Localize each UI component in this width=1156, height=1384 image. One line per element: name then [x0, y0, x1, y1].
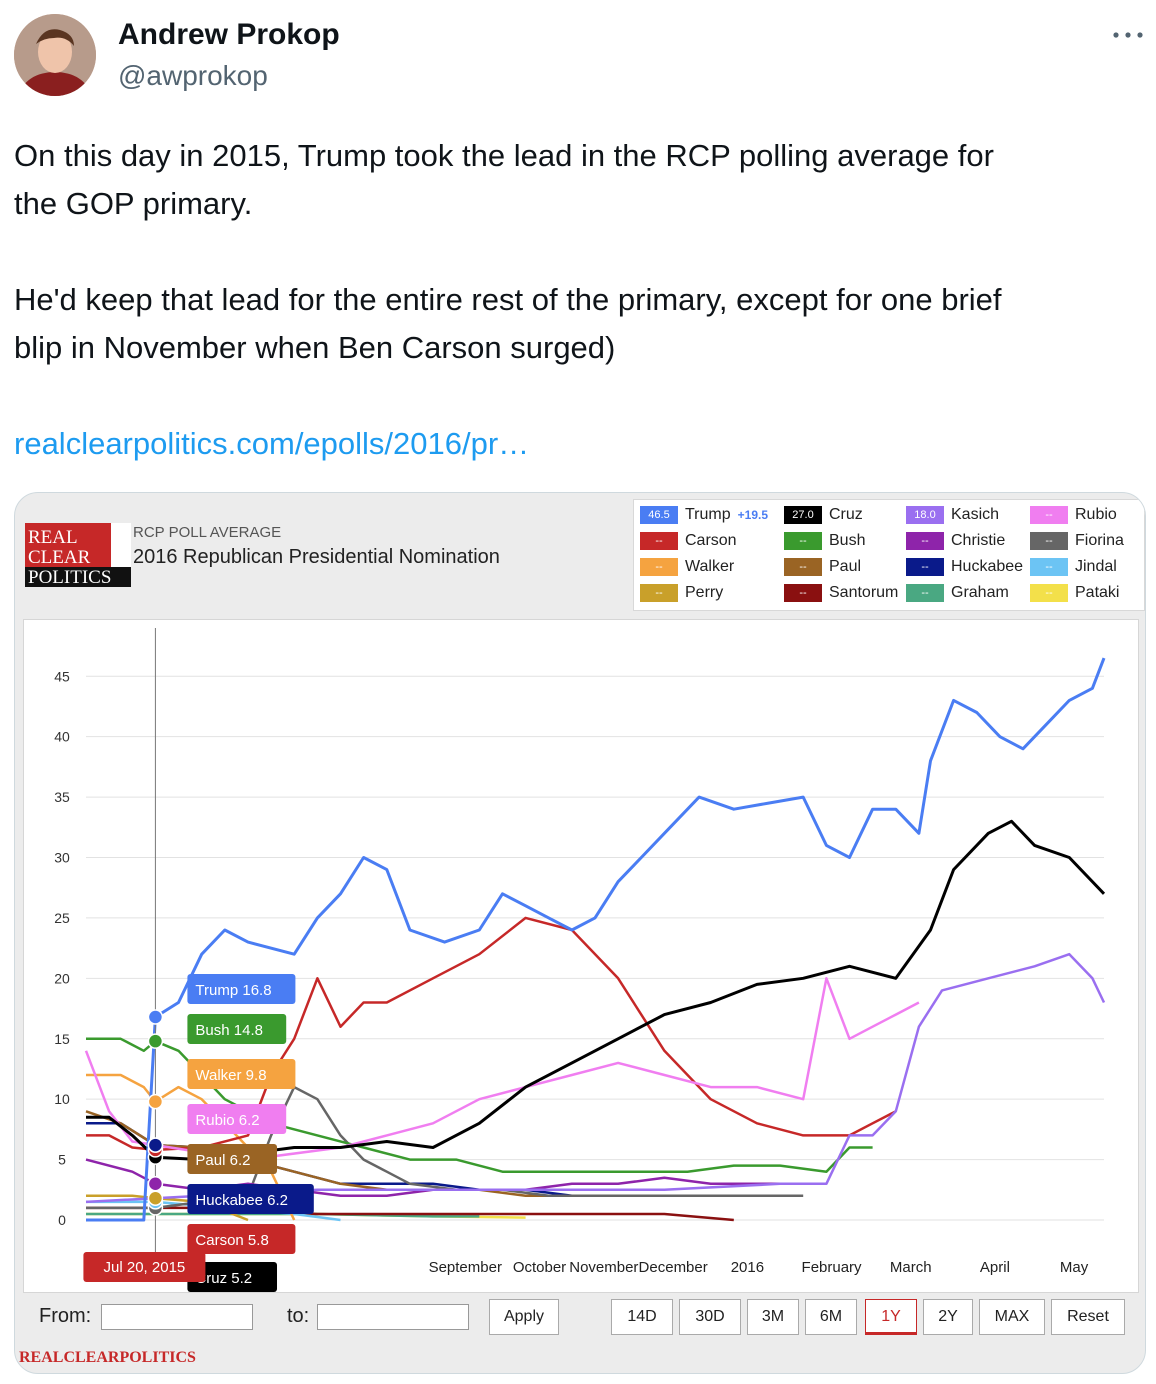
from-label: From: [39, 1305, 92, 1327]
series-line-rubio [84, 977, 920, 1161]
legend-item-christie[interactable]: -- Christie [906, 532, 1005, 552]
tooltip-box-walker [187, 1059, 296, 1089]
reset-button[interactable]: Reset [1051, 1299, 1125, 1335]
from-date-input[interactable] [101, 1304, 253, 1330]
tooltip-carson: Carson 5.8 [195, 1232, 268, 1249]
tooltip-box-carson [187, 1224, 296, 1254]
legend-item-rubio[interactable]: -- Rubio [1030, 506, 1117, 526]
hover-point-walker [147, 1093, 164, 1110]
y-tick-label: 15 [54, 1031, 70, 1047]
range-button-max[interactable]: MAX [979, 1299, 1045, 1335]
range-button-30d[interactable]: 30D [679, 1299, 741, 1335]
y-tick-label: 45 [54, 668, 70, 684]
legend-item-huckabee[interactable]: -- Huckabee [906, 558, 1023, 578]
chart-image-card[interactable]: REAL CLEAR POLITICS RCP POLL AVERAGE 201… [14, 492, 1146, 1374]
range-button-6m[interactable]: 6M [805, 1299, 857, 1335]
tooltip-rubio: Rubio 6.2 [195, 1112, 259, 1129]
x-tick-label: November [569, 1259, 638, 1276]
legend-item-bush[interactable]: -- Bush [784, 532, 865, 552]
author-avatar[interactable] [14, 14, 96, 96]
x-tick-label: March [890, 1259, 932, 1276]
tweet-link[interactable]: realclearpolitics.com/epolls/2016/pr… [14, 426, 530, 461]
series-line-trump [86, 657, 1106, 1222]
logo-line: REAL [28, 527, 78, 548]
legend-item-kasich[interactable]: 18.0 Kasich [906, 506, 999, 526]
legend-item-paul[interactable]: -- Paul [784, 558, 861, 578]
range-button-1y[interactable]: 1Y [865, 1299, 917, 1335]
author-handle[interactable]: @awprokop [118, 60, 268, 91]
legend-item-jindal[interactable]: -- Jindal [1030, 558, 1117, 578]
tooltip-paul: Paul 6.2 [195, 1152, 250, 1169]
chart-controls: From: to: Apply 14D 30D 3M 6M 1Y 2Y MAX … [15, 1291, 1145, 1339]
author-name[interactable]: Andrew Prokop [118, 18, 340, 51]
legend-item-carson[interactable]: -- Carson [640, 532, 737, 552]
chart-overline: RCP POLL AVERAGE [133, 524, 282, 541]
hover-date-box [83, 1252, 206, 1282]
legend-item-cruz[interactable]: 27.0 Cruz [784, 506, 863, 526]
hover-point-christie [147, 1176, 164, 1192]
series-line-bush [86, 1037, 873, 1173]
legend-item-santorum[interactable]: -- Santorum [784, 584, 898, 604]
x-tick-label: October [513, 1259, 566, 1276]
range-button-14d[interactable]: 14D [611, 1299, 673, 1335]
chart-title: 2016 Republican Presidential Nomination [133, 546, 500, 568]
y-tick-label: 10 [54, 1091, 70, 1107]
tooltip-box-rubio [187, 1104, 287, 1134]
x-tick-label: December [639, 1259, 708, 1276]
tweet-text-line: the GOP primary. [14, 186, 253, 221]
y-tick-label: 25 [54, 910, 70, 926]
ellipsis-icon[interactable] [1110, 20, 1146, 50]
tweet-text-line: He'd keep that lead for the entire rest … [14, 282, 1002, 317]
rcp-footer-logo: REALCLEARPOLITICS [19, 1349, 196, 1366]
tooltip-walker: Walker 9.8 [195, 1067, 266, 1084]
tooltip-huckabee: Huckabee 6.2 [195, 1192, 288, 1209]
x-tick-label: February [802, 1259, 863, 1276]
tooltip-cruz: Cruz 5.2 [195, 1270, 252, 1287]
y-tick-label: 30 [54, 850, 70, 866]
legend-item-walker[interactable]: -- Walker [640, 558, 734, 578]
tooltip-box-cruz [187, 1262, 278, 1292]
logo-line: POLITICS [28, 567, 111, 587]
y-tick-label: 35 [54, 789, 70, 805]
legend-item-trump[interactable]: 46.5 Trump +19.5 [640, 506, 768, 526]
chart-legend: 46.5 Trump +19.5 27.0 Cruz 18.0 Kasich -- Rub… [633, 499, 1145, 611]
hover-point-trump [147, 1009, 164, 1025]
to-date-input[interactable] [317, 1304, 469, 1330]
range-button-3m[interactable]: 3M [747, 1299, 799, 1335]
x-tick-label: 2016 [731, 1259, 764, 1276]
tooltip-box-paul [187, 1144, 278, 1174]
rcp-logo: REAL CLEAR POLITICS [25, 523, 131, 588]
avatar-image [14, 14, 96, 96]
y-tick-label: 20 [54, 970, 70, 986]
range-button-2y[interactable]: 2Y [923, 1299, 973, 1335]
x-tick-label: September [429, 1259, 502, 1276]
hover-point-bush [147, 1033, 164, 1049]
x-tick-label: May [1060, 1259, 1089, 1276]
tweet-text-line: blip in November when Ben Carson surged) [14, 330, 616, 365]
tooltip-trump: Trump 16.8 [195, 982, 271, 999]
series-line-kasich [85, 952, 1106, 1204]
series-line-fiorina [86, 1085, 804, 1210]
y-tick-label: 0 [58, 1212, 66, 1228]
chart-plot-area[interactable]: 051015202530354045JuneSeptemberOctoberNo… [23, 619, 1139, 1293]
tooltip-box-huckabee [187, 1184, 314, 1214]
legend-item-graham[interactable]: -- Graham [906, 584, 1009, 604]
hover-point-perry [147, 1190, 164, 1206]
logo-line: CLEAR [28, 547, 91, 568]
apply-button[interactable]: Apply [489, 1299, 559, 1335]
tooltip-box-trump [187, 974, 296, 1004]
legend-item-fiorina[interactable]: -- Fiorina [1030, 532, 1124, 552]
x-tick-label: April [980, 1259, 1010, 1276]
y-tick-label: 40 [54, 729, 70, 745]
y-tick-label: 5 [58, 1152, 66, 1168]
hover-point-huckabee [147, 1137, 164, 1153]
tooltip-bush: Bush 14.8 [195, 1022, 263, 1039]
to-label: to: [287, 1305, 310, 1327]
legend-item-perry[interactable]: -- Perry [640, 584, 723, 604]
tweet-text-line: On this day in 2015, Trump took the lead… [14, 138, 994, 173]
tooltip-box-bush [187, 1014, 287, 1044]
legend-item-pataki[interactable]: -- Pataki [1030, 584, 1119, 604]
line-chart[interactable]: 051015202530354045JuneSeptemberOctoberNo… [24, 620, 1138, 1292]
hover-date-label: Jul 20, 2015 [104, 1259, 186, 1276]
